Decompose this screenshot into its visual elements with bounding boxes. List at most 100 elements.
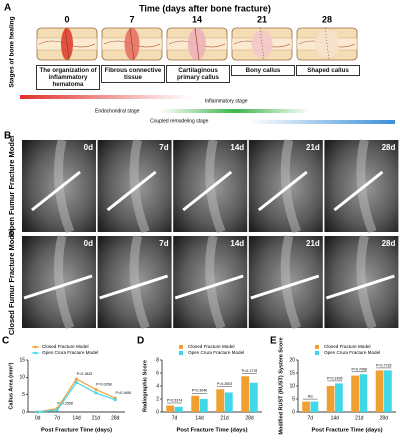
day-label: 14 <box>192 14 202 24</box>
data-point <box>113 398 117 402</box>
y-tick-label: 6 <box>156 370 159 376</box>
stage-caption: Shaped callus <box>296 65 360 76</box>
bar <box>302 401 310 412</box>
x-tick-label: 7d <box>307 415 313 421</box>
data-point <box>36 410 40 414</box>
phase-label: Inflammatory stage <box>205 98 248 104</box>
p-value: P=0.2558 <box>57 401 73 405</box>
y-tick-label: 10 <box>289 383 295 389</box>
stage-caption: Bony callus <box>231 65 295 76</box>
bone-shadow <box>205 235 226 330</box>
x-tick-label: 7d <box>172 415 178 421</box>
bone-shadow <box>280 235 302 330</box>
row-label: Closed Fumur Fracture Model <box>7 229 16 335</box>
fracture-line <box>129 27 135 61</box>
day-label: 7 <box>129 14 134 24</box>
y-tick-label: 0 <box>156 409 159 415</box>
fracture-line <box>194 27 200 61</box>
x-tick-label: 0d <box>35 415 41 421</box>
legend-label: Open Crura Fracture Model <box>324 350 380 355</box>
bar <box>359 374 368 412</box>
legend-swatch <box>179 351 183 355</box>
data-point <box>75 381 78 385</box>
bone-shadow <box>53 139 75 234</box>
p-value: P=0.3046 <box>192 389 208 393</box>
y-tick-label: 10 <box>19 375 25 381</box>
day-label: 28 <box>322 14 332 24</box>
data-point <box>75 377 78 381</box>
bone-shadow <box>356 235 377 330</box>
x-tick-label: 21d <box>92 415 101 421</box>
bar <box>249 382 258 412</box>
bar <box>216 389 225 412</box>
y-tick-label: 8 <box>156 357 159 363</box>
p-value: P=0.1825 <box>77 372 93 376</box>
timepoint-label: 21d <box>306 239 320 248</box>
x-tick-label: 14d <box>72 415 81 421</box>
stage-caption: The organization of inflammatory hematom… <box>36 65 100 90</box>
x-tick-label: 28d <box>380 415 389 421</box>
bar <box>384 370 392 412</box>
phase-label: Coupled remodeling stage <box>150 118 209 124</box>
panel-label: B <box>4 131 11 142</box>
bone-shadow <box>129 235 150 330</box>
panel-label: C <box>2 336 9 347</box>
p-value: P=0.0268 <box>96 382 112 386</box>
bone-shadow <box>356 139 377 234</box>
stage-caption: Cartilaginous primary callus <box>166 65 230 83</box>
bone-shadow <box>280 139 302 234</box>
panel-title: Time (days after bone fracture) <box>139 3 271 13</box>
y-tick-label: 5 <box>292 396 295 402</box>
x-tick-label: 28d <box>111 415 120 421</box>
x-axis-title: Post Fracture Time (days) <box>41 428 112 434</box>
bar <box>174 406 183 412</box>
timepoint-label: 14d <box>230 143 244 152</box>
y-tick-label: 4 <box>156 383 159 389</box>
y-tick-label: 0 <box>292 409 295 415</box>
y-tick-label: 2 <box>156 396 159 402</box>
y-tick-label: 15 <box>289 370 295 376</box>
timepoint-label: 14d <box>230 239 244 248</box>
bar <box>224 392 233 412</box>
legend-swatch <box>34 351 37 355</box>
legend-swatch <box>315 351 319 355</box>
phase-bar <box>160 109 310 113</box>
legend-swatch <box>179 345 183 349</box>
x-tick-label: 14d <box>195 415 204 421</box>
bar <box>191 395 200 412</box>
bar <box>199 399 208 412</box>
p-value: P=0.7458 <box>352 367 368 371</box>
panel-label: E <box>270 336 277 347</box>
fracture-site <box>251 30 273 58</box>
timepoint-label: 7d <box>159 143 168 152</box>
x-axis-title: Post Fracture Time (days) <box>311 428 382 434</box>
bone-shadow <box>205 139 226 234</box>
p-value: P=0.1778 <box>242 369 258 373</box>
day-label: 21 <box>257 14 267 24</box>
bar <box>326 386 335 412</box>
bar <box>335 383 343 412</box>
legend-label: Closed Fracture Model <box>188 344 234 349</box>
panel-label: D <box>137 336 144 347</box>
fracture-site <box>315 30 339 58</box>
bone-shadow <box>53 235 75 330</box>
y-tick-label: 20 <box>289 357 295 363</box>
row-label: Open Fumur Fracture Model <box>7 136 16 236</box>
pin <box>31 170 81 212</box>
bone-shadow <box>129 139 150 234</box>
bar <box>241 376 250 412</box>
p-value: P=0.1495 <box>327 376 343 380</box>
legend-label: Closed Fracture Model <box>324 344 370 349</box>
bar <box>166 405 175 412</box>
y-axis-title: Modified RUST (RUST) System Score <box>278 337 284 434</box>
data-point <box>55 408 59 412</box>
x-tick-label: 28d <box>245 415 254 421</box>
pin <box>106 170 157 212</box>
timepoint-label: 7d <box>159 239 168 248</box>
pin <box>174 274 244 300</box>
timepoint-label: 28d <box>382 143 396 152</box>
y-tick-label: 15 <box>19 357 25 363</box>
data-point <box>94 391 98 395</box>
